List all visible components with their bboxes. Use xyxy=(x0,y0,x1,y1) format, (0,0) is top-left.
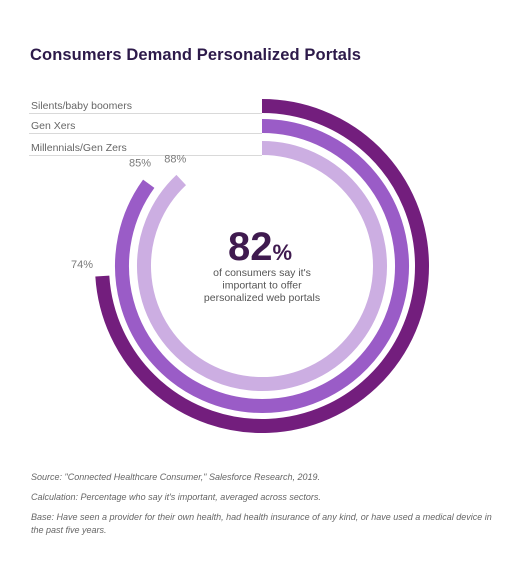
value-label-gen-xers: 85% xyxy=(129,158,151,170)
calculation-note: Calculation: Percentage who say it's imp… xyxy=(31,492,321,502)
source-note: Source: "Connected Healthcare Consumer,"… xyxy=(31,472,321,482)
value-label-silents-baby-boomers: 74% xyxy=(71,259,93,271)
series-label-gen-xers: Gen Xers xyxy=(31,120,75,132)
center-stat-caption: important to offer xyxy=(222,280,302,292)
center-stat-caption: personalized web portals xyxy=(204,292,320,304)
center-stat-caption: of consumers say it's xyxy=(213,267,311,279)
series-label-silents-baby-boomers: Silents/baby boomers xyxy=(31,100,132,112)
base-note: Base: Have seen a provider for their own… xyxy=(31,512,492,535)
arc-millennials-gen-zers xyxy=(137,141,387,391)
center-stat-value: 82% xyxy=(228,225,292,269)
radial-bar-chart: Silents/baby boomers Gen Xers Millennials/… xyxy=(29,99,430,433)
value-label-millennials-gen-zers: 88% xyxy=(164,154,186,166)
chart-title: Consumers Demand Personalized Portals xyxy=(30,46,362,64)
series-label-millennials-gen-zers: Millennials/Gen Zers xyxy=(31,142,127,154)
arc-silents-baby-boomers xyxy=(95,99,430,433)
arc-gen-xers xyxy=(115,119,409,413)
